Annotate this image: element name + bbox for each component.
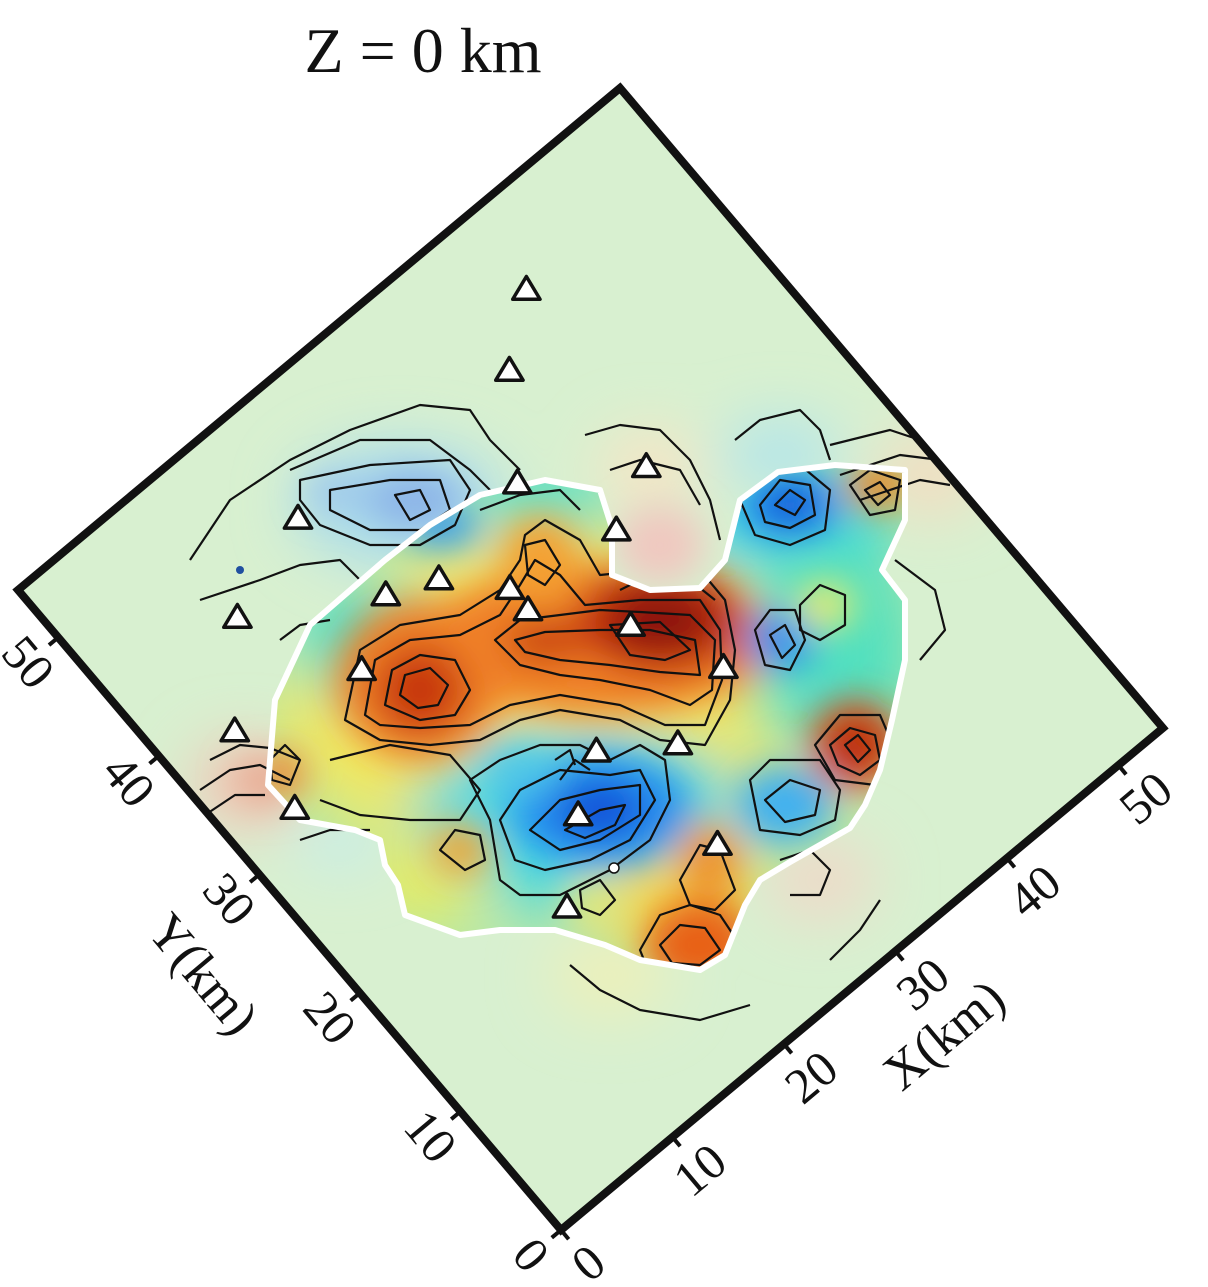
x-tick-mark	[670, 1135, 682, 1148]
y-axis-label: Y(km)	[136, 903, 269, 1046]
station-triangle-icon	[662, 729, 694, 756]
station-triangle-icon	[282, 503, 314, 530]
station-triangle-icon	[600, 515, 632, 542]
x-tick-mark	[559, 1228, 571, 1241]
station-triangle-icon	[219, 716, 251, 743]
station-triangle-icon	[581, 736, 612, 763]
station-triangle-icon	[502, 468, 533, 495]
y-tick-mark	[550, 1228, 563, 1240]
event-marker	[236, 566, 244, 574]
x-tick-mark	[1005, 856, 1017, 869]
station-triangle-icon	[222, 602, 253, 630]
station-triangle-icon	[370, 580, 402, 607]
station-triangle-icon	[512, 595, 544, 622]
y-tick-mark	[449, 1109, 462, 1121]
station-triangle-icon	[493, 355, 525, 382]
y-tick-mark	[248, 872, 261, 884]
station-triangle-icon	[562, 800, 594, 827]
station-triangle-icon	[615, 610, 647, 638]
y-tick-mark	[47, 635, 60, 647]
x-tick-mark	[893, 949, 905, 962]
station-triangle-icon	[346, 654, 378, 682]
y-tick-label: 0	[502, 1227, 561, 1282]
x-tick-mark	[1116, 763, 1128, 776]
x-tick-label: 40	[997, 853, 1071, 928]
station-triangle-icon	[279, 793, 311, 820]
station-triangle-icon	[630, 452, 662, 479]
x-tick-label: 20	[774, 1039, 848, 1114]
seismic-stations	[219, 274, 739, 919]
station-triangle-icon	[551, 892, 583, 919]
event-marker	[608, 862, 620, 874]
y-tick-mark	[349, 991, 362, 1003]
station-triangle-icon	[510, 274, 542, 302]
station-triangle-icon	[494, 573, 526, 601]
x-tick-label: 0	[561, 1233, 616, 1287]
x-tick-label: 50	[1108, 760, 1182, 835]
x-tick-mark	[782, 1042, 794, 1055]
y-tick-mark	[148, 754, 161, 766]
station-triangle-icon	[423, 564, 455, 591]
x-tick-label: 10	[662, 1132, 736, 1207]
resolution-outline	[265, 462, 908, 973]
station-triangle-icon	[708, 652, 739, 680]
station-triangle-icon	[702, 829, 733, 857]
map-title: Z = 0 km	[304, 15, 542, 86]
